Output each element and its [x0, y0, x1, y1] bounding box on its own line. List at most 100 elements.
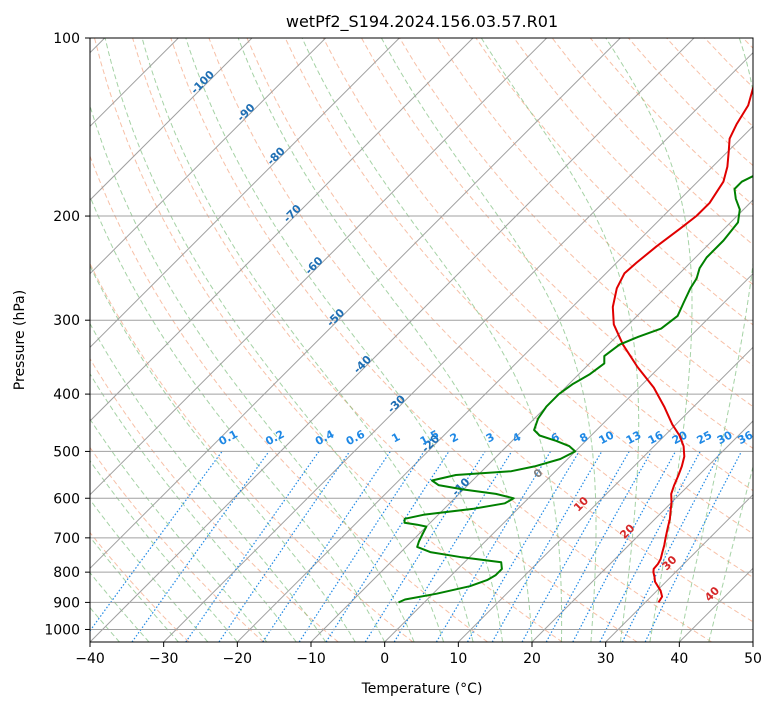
x-tick-label: 40	[670, 651, 688, 667]
moist-adiabat	[90, 372, 297, 642]
mixing-ratio-line	[90, 451, 223, 632]
dry-adiabat	[322, 38, 753, 492]
x-tick-label: −30	[149, 651, 179, 667]
y-tick-label: 400	[53, 387, 80, 403]
y-tick-label: 200	[53, 209, 80, 225]
y-tick-label: 1000	[44, 622, 80, 638]
plot-layers: -100-90-80-70-60-50-40-30-20-10010203040…	[90, 38, 756, 642]
moist-adiabat	[90, 264, 356, 642]
mixing-ratio-line	[545, 451, 652, 642]
y-tick-label: 700	[53, 531, 80, 547]
dry-adiabat	[90, 262, 414, 642]
isotherm-line	[90, 38, 621, 570]
mixing-ratio-label: 36	[736, 428, 756, 447]
moist-adiabat	[480, 38, 640, 642]
dry-adiabat	[589, 38, 753, 206]
moist-adiabat	[185, 38, 503, 642]
x-tick-label: −40	[75, 651, 105, 667]
moist-adiabat	[90, 322, 327, 642]
moist-adiabat	[90, 498, 209, 642]
moist-adiabat	[678, 38, 753, 642]
isotherm-label: -90	[234, 101, 257, 124]
dry-adiabat	[90, 154, 488, 642]
x-tick-label: −20	[223, 651, 253, 667]
dry-adiabat	[246, 38, 753, 578]
mixing-ratio-line	[435, 451, 552, 642]
isotherm-line	[752, 641, 753, 642]
isotherm-line	[531, 420, 753, 642]
dry-adiabat	[94, 38, 563, 642]
mixing-ratio-line	[325, 451, 450, 642]
mixing-ratio-line	[621, 451, 722, 642]
x-axis-title: Temperature (°C)	[361, 681, 483, 697]
mixing-ratio-label: 0.2	[263, 428, 286, 449]
dry-adiabat	[361, 38, 753, 449]
y-tick-label: 500	[53, 444, 80, 460]
dry-adiabat	[90, 446, 264, 642]
mixing-ratio-line	[218, 451, 351, 642]
isotherm-line	[605, 493, 753, 642]
y-tick-label: 300	[53, 313, 80, 329]
isotherm-line	[163, 51, 753, 642]
dry-adiabat	[132, 38, 638, 642]
mixing-ratio-label: 4	[510, 430, 523, 445]
dry-adiabat	[437, 38, 753, 367]
isotherm-line	[90, 38, 253, 201]
moist-adiabat	[380, 38, 597, 642]
moist-adiabat-label: 20	[617, 521, 637, 541]
isotherm-line	[384, 272, 753, 642]
moist-adiabat	[605, 38, 693, 642]
mixing-ratio-line	[521, 451, 630, 642]
isotherm-line	[90, 38, 327, 275]
isotherm-label: -40	[351, 353, 374, 376]
moist-adiabat	[708, 465, 753, 642]
temperature-profile	[611, 84, 753, 603]
mixing-ratio-line	[466, 451, 580, 642]
isotherm-line	[90, 38, 474, 422]
mixing-ratio-line	[393, 451, 513, 642]
isotherm-line	[90, 38, 548, 496]
dry-adiabat	[704, 38, 753, 88]
chart-title: wetPf2_S194.2024.156.03.57.R01	[286, 12, 558, 32]
isotherm-label: -70	[281, 202, 304, 225]
mixing-ratio-line	[572, 451, 677, 642]
x-tick-label: 50	[744, 651, 762, 667]
y-axis: 100 200 300 400 500 600 700 800 900 1000	[44, 31, 90, 638]
mixing-ratio-label: 25	[695, 429, 715, 448]
mixing-ratio-label: 2	[448, 430, 461, 445]
x-tick-label: 30	[597, 651, 615, 667]
x-tick-label: 10	[449, 651, 467, 667]
isotherm-line	[678, 567, 753, 642]
moist-adiabat	[141, 38, 474, 642]
moist-adiabat-label: 0	[531, 466, 546, 481]
moist-adiabat	[90, 194, 386, 642]
mixing-ratio-label: 10	[597, 428, 617, 447]
x-tick-label: 0	[380, 651, 389, 667]
moist-adiabat	[237, 38, 533, 642]
y-axis-title: Pressure (hPa)	[12, 290, 28, 390]
y-tick-label: 900	[53, 595, 80, 611]
moist-adiabat	[90, 418, 268, 642]
mixing-ratio-label: 30	[715, 428, 735, 447]
moist-adiabat	[90, 104, 415, 642]
moist-adiabat-label: 40	[702, 584, 722, 604]
isotherm-line	[90, 38, 695, 642]
isotherm-label: -80	[265, 144, 288, 167]
dry-adiabat	[90, 531, 190, 642]
dry-adiabat	[399, 38, 753, 408]
mixing-ratio-line	[185, 451, 320, 642]
dewpoint-profile	[398, 174, 753, 604]
isotherm-label: -50	[324, 306, 347, 329]
mixing-ratio-label: 0.4	[313, 427, 337, 448]
mixing-ratio-label: 0.1	[217, 428, 240, 449]
mixing-ratio-label: 16	[646, 428, 666, 447]
mixing-ratio-label: 13	[624, 429, 644, 448]
x-axis: −40 −30 −20 −10 0 10 20 30 40 50	[75, 642, 762, 667]
mixing-ratio-label: 1	[389, 430, 402, 445]
dry-adiabat	[208, 38, 753, 623]
moist-adiabat	[90, 459, 238, 642]
plot-area: -100-90-80-70-60-50-40-30-20-10010203040…	[89, 37, 756, 643]
moist-adiabat	[301, 38, 563, 642]
